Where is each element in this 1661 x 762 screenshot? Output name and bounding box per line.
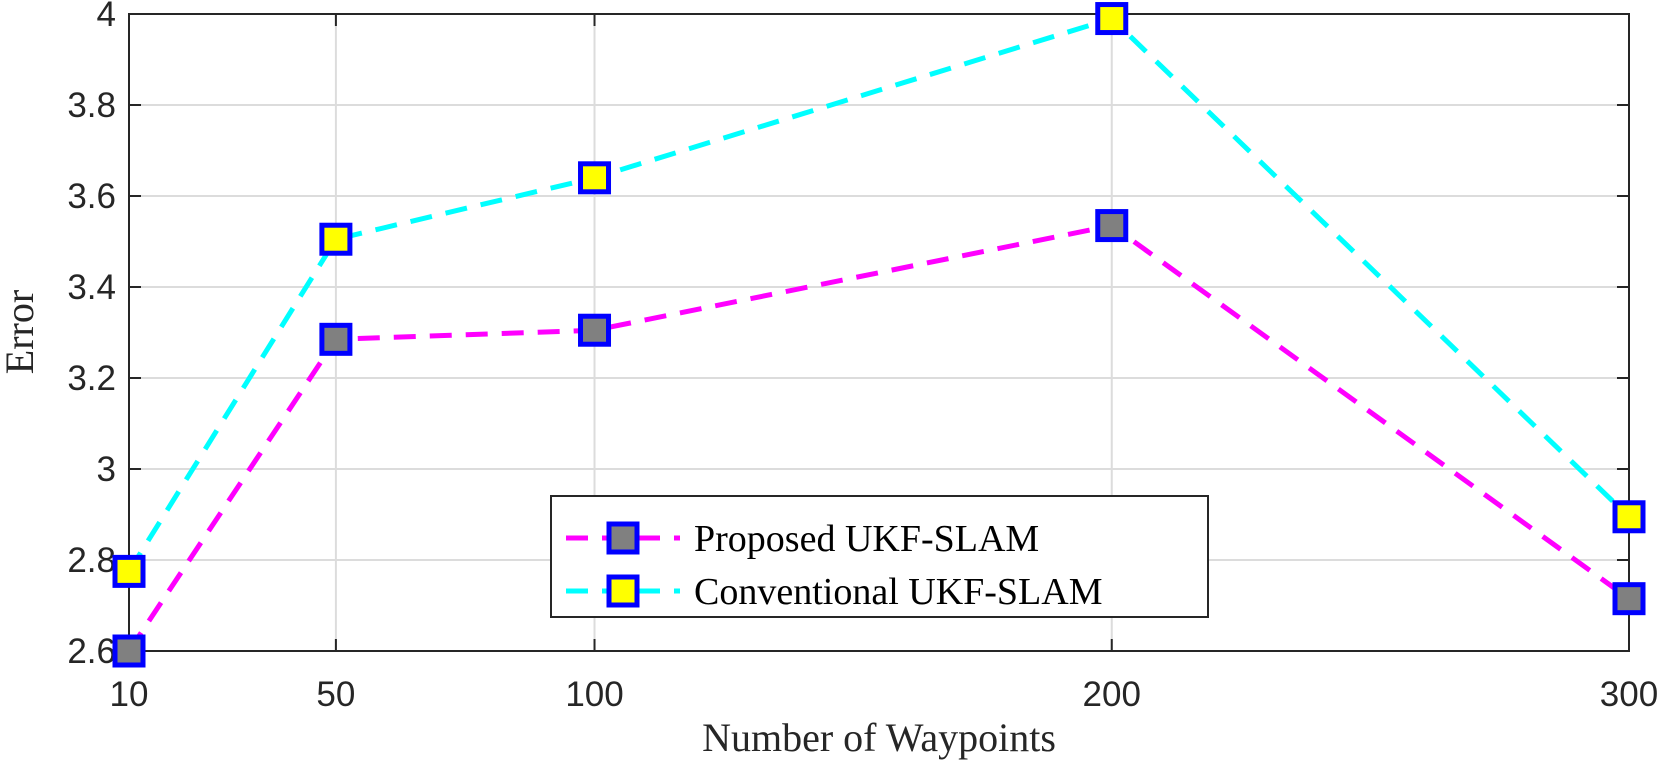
- data-point-marker: [578, 313, 612, 347]
- y-tick-label: 3.4: [67, 268, 116, 307]
- y-tick-label: 3.8: [67, 86, 116, 125]
- x-tick-label: 300: [1600, 675, 1658, 714]
- y-tick-label: 3.6: [67, 177, 116, 216]
- data-point-marker: [1095, 209, 1129, 243]
- data-point-marker: [112, 634, 146, 668]
- legend-label: Proposed UKF-SLAM: [694, 518, 1039, 560]
- data-point-marker: [1612, 582, 1646, 616]
- legend-marker: [606, 574, 640, 608]
- x-axis-title: Number of Waypoints: [702, 715, 1056, 760]
- grid-lines: [128, 13, 1630, 652]
- axis-ticks: 10 50 100 200 300 2.6 2.8 3 3.2 3.4 3.6 3.8 4: [67, 0, 1658, 714]
- x-tick-label: 50: [316, 675, 355, 714]
- y-tick-label: 4: [97, 0, 116, 34]
- data-point-marker: [319, 322, 353, 356]
- x-tick-label: 200: [1083, 675, 1141, 714]
- data-point-marker: [112, 554, 146, 588]
- data-point-marker: [1612, 500, 1646, 534]
- legend-label: Conventional UKF-SLAM: [694, 571, 1103, 613]
- x-tick-label: 100: [565, 675, 623, 714]
- legend-entry: Proposed UKF-SLAM: [566, 518, 1039, 560]
- data-point-marker: [1095, 2, 1129, 36]
- y-tick-label: 3: [97, 450, 116, 489]
- y-tick-label: 3.2: [67, 359, 116, 398]
- data-point-marker: [319, 222, 353, 256]
- legend-entry: Conventional UKF-SLAM: [566, 571, 1103, 613]
- series-1: [112, 209, 1646, 668]
- legend: Proposed UKF-SLAM Conventional UKF-SLAM: [550, 495, 1209, 618]
- data-point-marker: [578, 161, 612, 195]
- legend-marker: [606, 521, 640, 555]
- series-2: [112, 2, 1646, 588]
- y-tick-label: 2.6: [67, 632, 116, 671]
- plot-area-frame: [128, 13, 1630, 652]
- legend-box: [550, 495, 1209, 618]
- x-tick-label: 10: [110, 675, 149, 714]
- series-layer: [112, 2, 1646, 668]
- y-axis-title: Error: [0, 290, 42, 374]
- y-tick-label: 2.8: [67, 541, 116, 580]
